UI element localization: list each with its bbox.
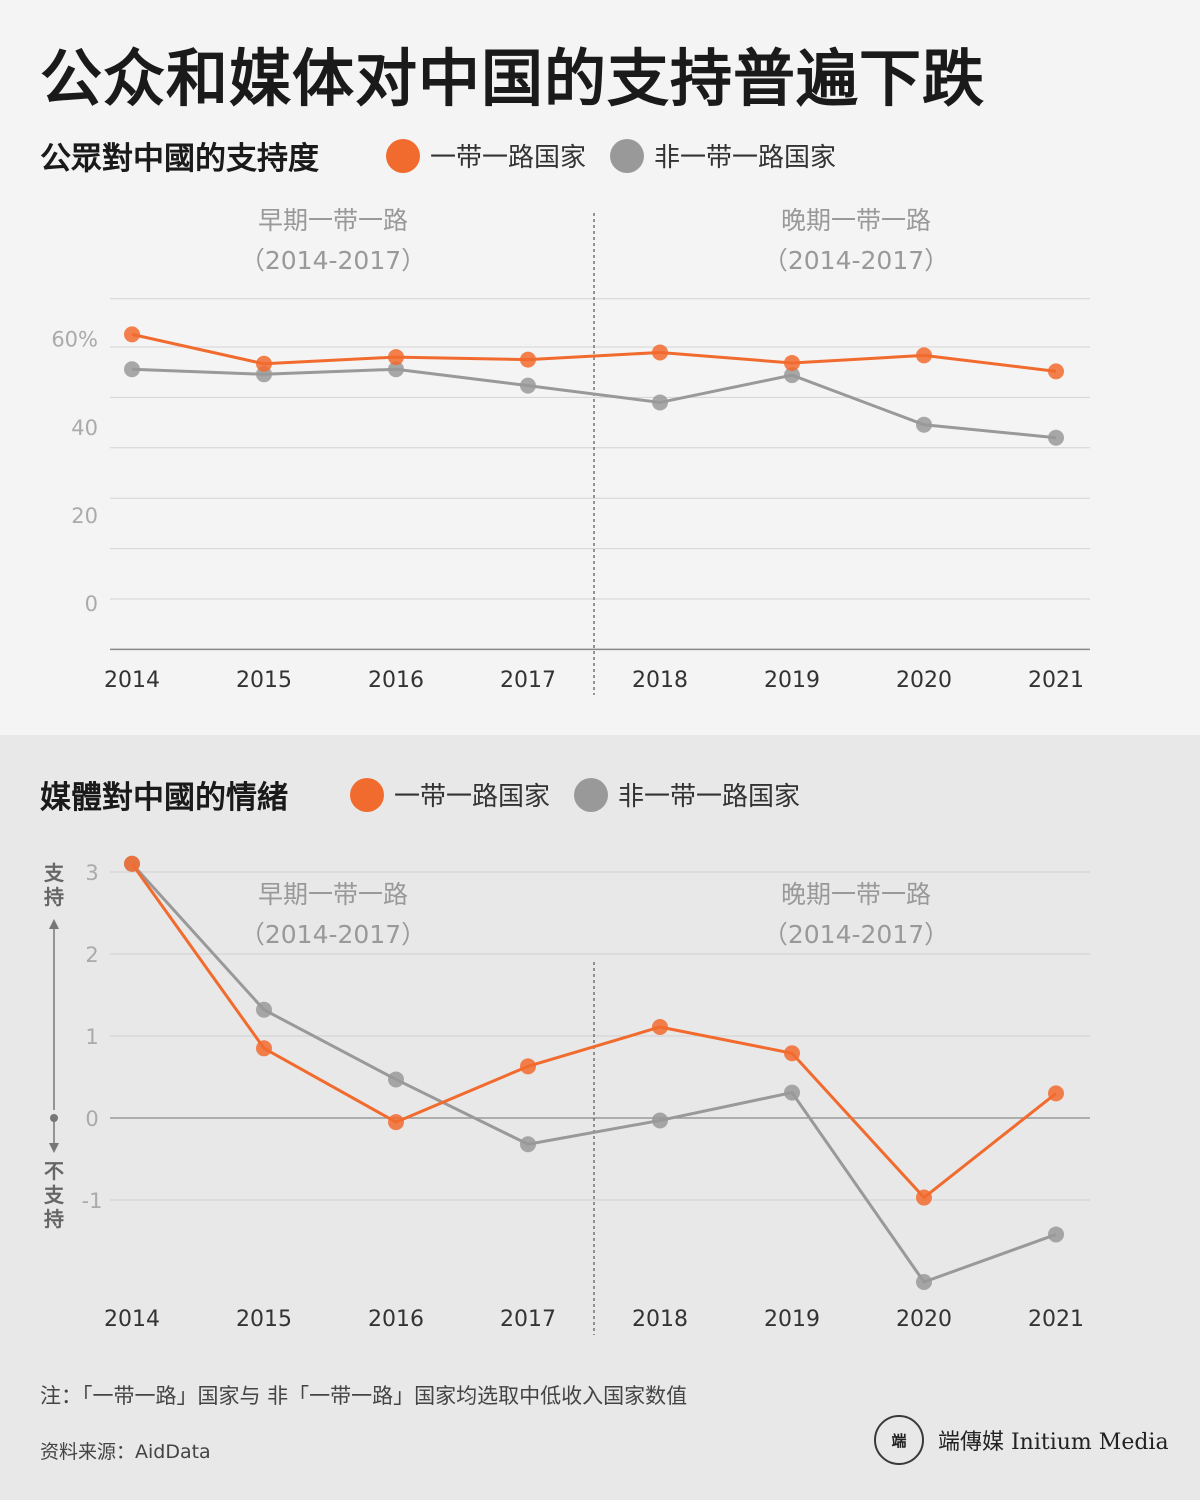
x-tick-label: 2017 (500, 668, 556, 693)
period-label-line1: 早期一带一路 (258, 880, 408, 909)
period-label-line2: （2014-2017） (763, 920, 949, 949)
data-point-bri (784, 354, 800, 371)
period-label-line1: 晚期一带一路 (781, 206, 931, 235)
data-point-bri (916, 1189, 932, 1206)
x-tick-label: 2014 (104, 1307, 160, 1332)
x-tick-label: 2021 (1028, 668, 1084, 693)
data-point-non-bri (784, 367, 800, 384)
period-label-line2: （2014-2017） (763, 246, 949, 275)
legend-dot-non-bri-2 (574, 777, 609, 812)
data-point-bri (916, 347, 932, 364)
y-tick-label: 60% (51, 328, 98, 352)
chart2-legend: 一带一路国家 非一带一路国家 (350, 776, 824, 813)
top-panel (0, 0, 1200, 735)
brand: 端 端傳媒 Initium Media (874, 1415, 1169, 1465)
y-annotation-top-char: 持 (44, 885, 64, 909)
data-point-non-bri (520, 377, 536, 394)
period-label-line1: 晚期一带一路 (781, 880, 931, 909)
x-tick-label: 2015 (236, 668, 292, 693)
x-tick-label: 2019 (764, 1307, 820, 1332)
data-point-bri (124, 326, 140, 343)
y-tick-label: 1 (85, 1025, 98, 1049)
arrow-down-icon (49, 1143, 59, 1153)
x-tick-label: 2018 (632, 1307, 688, 1332)
period-label-line1: 早期一带一路 (258, 206, 408, 235)
legend-dot-bri-2 (350, 777, 384, 812)
footnote: 注：「一带一路」国家与 非「一带一路」国家均选取中低收入国家数值 (40, 1384, 688, 1408)
data-point-non-bri (916, 416, 932, 433)
data-point-bri (256, 355, 272, 372)
legend-label-non-bri-2: 非一带一路国家 (618, 782, 801, 812)
data-point-non-bri (1048, 1226, 1064, 1243)
data-point-bri (1048, 1085, 1064, 1102)
data-point-bri (1048, 363, 1064, 380)
y-annotation-top-char: 支 (44, 861, 65, 885)
data-point-bri (520, 1058, 536, 1075)
data-point-bri (388, 1114, 404, 1131)
legend-item-non-bri: 非一带一路国家 (610, 137, 836, 174)
y-annotation-bottom-char: 支 (44, 1183, 65, 1207)
page-title: 公众和媒体对中国的支持普遍下跌 (40, 42, 986, 115)
chart1-legend: 一带一路国家 非一带一路国家 (386, 137, 860, 174)
data-point-bri (256, 1040, 272, 1057)
data-point-bri (784, 1045, 800, 1062)
data-point-non-bri (652, 1112, 668, 1129)
brand-logo-icon: 端 (874, 1415, 924, 1465)
data-point-non-bri (388, 1071, 404, 1088)
x-tick-label: 2015 (236, 1307, 292, 1332)
y-tick-label: 20 (71, 504, 98, 528)
brand-name: 端傳媒 Initium Media (938, 1430, 1169, 1455)
y-tick-label: 0 (85, 592, 98, 616)
data-point-bri (124, 855, 140, 872)
y-annotation-bottom-char: 不 (44, 1159, 64, 1183)
legend-dot-bri (386, 138, 420, 173)
data-point-non-bri (784, 1084, 800, 1101)
legend-label-non-bri: 非一带一路国家 (654, 143, 837, 173)
y-tick-label: 40 (71, 416, 98, 440)
series-line-bri (130, 862, 1057, 1200)
series-line-non-bri (130, 862, 1057, 1284)
x-tick-label: 2014 (104, 668, 160, 693)
x-tick-label: 2018 (632, 668, 688, 693)
x-tick-label: 2021 (1028, 1307, 1084, 1332)
x-tick-label: 2016 (368, 668, 424, 693)
x-tick-label: 2020 (896, 668, 952, 693)
y-tick-label: -1 (82, 1189, 103, 1213)
y-tick-label: 3 (85, 861, 98, 885)
source-note: 资料来源：AidData (40, 1441, 211, 1463)
period-label-line2: （2014-2017） (240, 920, 426, 949)
legend-dot-non-bri (610, 138, 645, 173)
period-label-line2: （2014-2017） (240, 246, 426, 275)
arrow-up-icon (49, 919, 59, 929)
data-point-non-bri (256, 1001, 272, 1018)
legend-item-non-bri-2: 非一带一路国家 (574, 776, 800, 813)
data-point-bri (652, 344, 668, 361)
y-tick-label: 2 (85, 943, 98, 967)
legend-item-bri-2: 一带一路国家 (350, 776, 550, 813)
y-annotation-bottom-char: 持 (44, 1207, 64, 1231)
chart2-svg: 3 2 1 0 -1 早期一带一路 （2014-2017） 晚期一带一路 （2014-2017）… (44, 855, 1090, 1335)
data-point-bri (520, 351, 536, 368)
x-tick-label: 2019 (764, 668, 820, 693)
chart1-svg: 60% 40 20 0 早期一带一路 （2014-2017） 晚期一带一路 （2014-201… (51, 206, 1090, 695)
data-point-bri (652, 1018, 668, 1035)
legend-label-bri-2: 一带一路国家 (394, 782, 551, 812)
x-tick-label: 2020 (896, 1307, 952, 1332)
chart2-title: 媒體對中國的情緒 (40, 780, 288, 816)
legend-item-bri: 一带一路国家 (386, 137, 586, 174)
data-point-non-bri (652, 394, 668, 411)
series-line-bri (131, 332, 1057, 373)
legend-label-bri: 一带一路国家 (430, 143, 587, 173)
series-line-non-bri (131, 367, 1057, 440)
x-tick-label: 2017 (500, 1307, 556, 1332)
data-point-bri (388, 349, 404, 366)
data-point-non-bri (520, 1136, 536, 1153)
data-point-non-bri (124, 361, 140, 378)
x-tick-label: 2016 (368, 1307, 424, 1332)
chart1-title: 公眾對中國的支持度 (40, 141, 319, 177)
data-point-non-bri (388, 361, 404, 378)
y-tick-label: 0 (85, 1107, 98, 1131)
data-point-non-bri (916, 1274, 932, 1290)
data-point-non-bri (1048, 429, 1064, 446)
